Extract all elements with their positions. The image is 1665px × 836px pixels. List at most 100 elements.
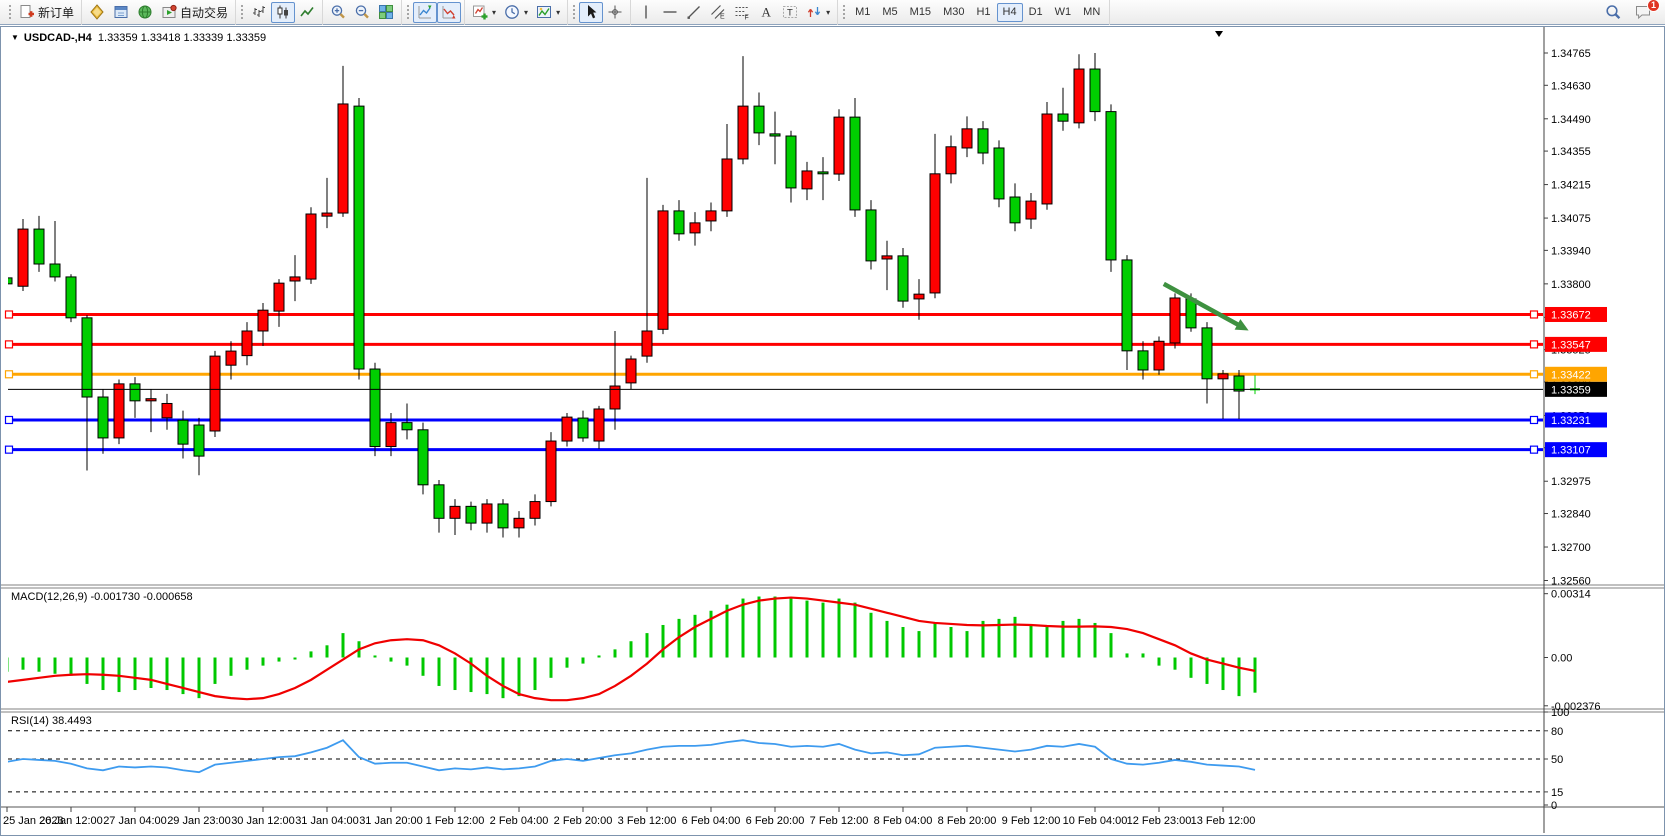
new-order-button[interactable]: 新订单 [15, 2, 78, 23]
tf-h4-button[interactable]: H4 [996, 2, 1023, 22]
svg-text:1.33547: 1.33547 [1551, 339, 1591, 351]
trade-levels-alt-icon [442, 6, 456, 19]
svg-text:1.32560: 1.32560 [1551, 576, 1591, 588]
svg-text:27 Jan 04:00: 27 Jan 04:00 [103, 815, 167, 827]
dropdown-caret-icon[interactable]: ▾ [492, 7, 497, 17]
svg-text:3 Feb 12:00: 3 Feb 12:00 [618, 815, 677, 827]
trendline-tool-button[interactable] [682, 2, 706, 23]
svg-text:8 Feb 04:00: 8 Feb 04:00 [874, 815, 933, 827]
navigator-button[interactable] [133, 2, 157, 23]
chart-menu-triangle-icon[interactable]: ▼ [11, 33, 19, 42]
tf-m5-label: M5 [882, 6, 898, 18]
tf-mn-button[interactable]: MN [1077, 3, 1106, 22]
support-resistance-lines[interactable] [8, 312, 1543, 452]
svg-text:25 Jan 2023: 25 Jan 2023 [3, 815, 64, 827]
tf-m1-label: M1 [855, 6, 871, 18]
svg-text:T: T [787, 8, 793, 19]
chart-surface[interactable]: 1.34765 1.34630 1.34490 1.34355 1.34215 1.340… [1, 27, 1664, 835]
tf-w1-button[interactable]: W1 [1049, 3, 1078, 22]
add-indicator-button[interactable]: ▾ [468, 2, 500, 23]
svg-text:6 Feb 04:00: 6 Feb 04:00 [682, 815, 741, 827]
arrows-tool-button[interactable]: ▾ [802, 2, 834, 23]
dropdown-caret-icon[interactable]: ▾ [826, 7, 831, 17]
tf-m15-button[interactable]: M15 [904, 3, 937, 22]
svg-text:8 Feb 20:00: 8 Feb 20:00 [938, 815, 997, 827]
toolbar-group-timeframes: M1 M5 M15 M30 H1 H4 D1 W1 MN [838, 0, 1111, 25]
chart-shift-marker-icon[interactable] [1215, 31, 1223, 37]
candle-chart-mode-button[interactable] [271, 1, 296, 23]
label-icon: T [783, 6, 798, 19]
zoom-out-button[interactable] [350, 2, 374, 23]
toolbar-group-pointer-tools [568, 0, 632, 25]
svg-text:0.00: 0.00 [1551, 653, 1572, 665]
toolbar-group-trade-level-toggles [402, 0, 466, 25]
tf-d1-label: D1 [1028, 6, 1043, 18]
svg-text:1.32700: 1.32700 [1551, 542, 1591, 554]
show-trade-history-button[interactable] [437, 1, 462, 23]
line-chart-icon [300, 7, 314, 17]
navigator-icon [138, 5, 152, 19]
line-anchor-handles[interactable] [4, 310, 1539, 454]
svg-text:9 Feb 12:00: 9 Feb 12:00 [1002, 815, 1061, 827]
templates-icon [537, 6, 552, 18]
notifications-button[interactable]: 1 [1631, 0, 1660, 23]
fibonacci-tool-button[interactable]: F [730, 2, 754, 23]
show-trade-levels-button[interactable] [413, 1, 438, 23]
dropdown-caret-icon[interactable]: ▾ [556, 7, 561, 17]
new-order-label: 新订单 [38, 5, 75, 20]
svg-text:1.34075: 1.34075 [1551, 213, 1591, 225]
autotrading-icon [162, 4, 177, 18]
toolbar-group-drawing-tools: E F A T ▾ [631, 0, 839, 25]
arrow-annotation[interactable] [1162, 281, 1249, 331]
tile-windows-button[interactable] [374, 2, 398, 23]
periods-button[interactable]: ▾ [500, 2, 532, 23]
toolbar-right: 1 [1601, 0, 1661, 23]
label-tool-button[interactable]: T [778, 2, 802, 23]
cursor-button[interactable] [579, 1, 604, 23]
svg-text:26 Jan 12:00: 26 Jan 12:00 [39, 815, 103, 827]
svg-text:15: 15 [1551, 787, 1563, 799]
svg-text:6 Feb 20:00: 6 Feb 20:00 [746, 815, 805, 827]
search-button[interactable] [1601, 2, 1625, 23]
svg-text:A: A [762, 5, 772, 20]
svg-text:0.00314: 0.00314 [1551, 589, 1591, 601]
svg-text:100: 100 [1551, 707, 1569, 719]
toolbar-grip [842, 4, 847, 20]
arrows-icon [807, 7, 821, 17]
toolbar-group-chart-types [236, 0, 324, 25]
svg-text:1.34355: 1.34355 [1551, 146, 1591, 158]
toolbar-grip [406, 4, 411, 20]
tf-d1-button[interactable]: D1 [1023, 3, 1049, 22]
text-tool-button[interactable]: A [754, 2, 778, 23]
tf-m1-button[interactable]: M1 [849, 3, 876, 22]
horizontal-line-tool-button[interactable] [658, 2, 682, 23]
add-indicator-icon [473, 5, 488, 20]
vertical-line-tool-button[interactable] [634, 2, 658, 23]
tf-h1-button[interactable]: H1 [970, 3, 996, 22]
search-icon [1606, 5, 1621, 20]
crosshair-icon [608, 5, 622, 19]
chart-symbol: USDCAD-,H4 [23, 32, 92, 44]
trendline-icon [687, 6, 701, 19]
tf-m5-button[interactable]: M5 [876, 3, 903, 22]
dropdown-caret-icon[interactable]: ▾ [524, 7, 529, 17]
autotrading-button[interactable]: 自动交易 [157, 2, 232, 23]
data-window-button[interactable] [109, 2, 133, 23]
tf-h1-label: H1 [976, 6, 991, 18]
text-icon: A [762, 5, 772, 20]
channel-tool-button[interactable]: E [706, 2, 730, 23]
crosshair-button[interactable] [603, 2, 627, 23]
market-watch-button[interactable] [85, 2, 109, 23]
chart-ohlc-values: 1.33359 1.33418 1.33339 1.33359 [97, 32, 267, 44]
line-chart-mode-button[interactable] [295, 2, 319, 23]
toolbar-grip [240, 4, 245, 20]
tf-m30-button[interactable]: M30 [937, 3, 970, 22]
candles [8, 53, 1260, 538]
bar-chart-mode-button[interactable] [247, 2, 271, 23]
toolbar-grip [572, 4, 577, 20]
zoom-in-button[interactable] [326, 2, 350, 23]
svg-text:1.34630: 1.34630 [1551, 80, 1591, 92]
templates-button[interactable]: ▾ [532, 2, 564, 23]
svg-text:1.32840: 1.32840 [1551, 509, 1591, 521]
